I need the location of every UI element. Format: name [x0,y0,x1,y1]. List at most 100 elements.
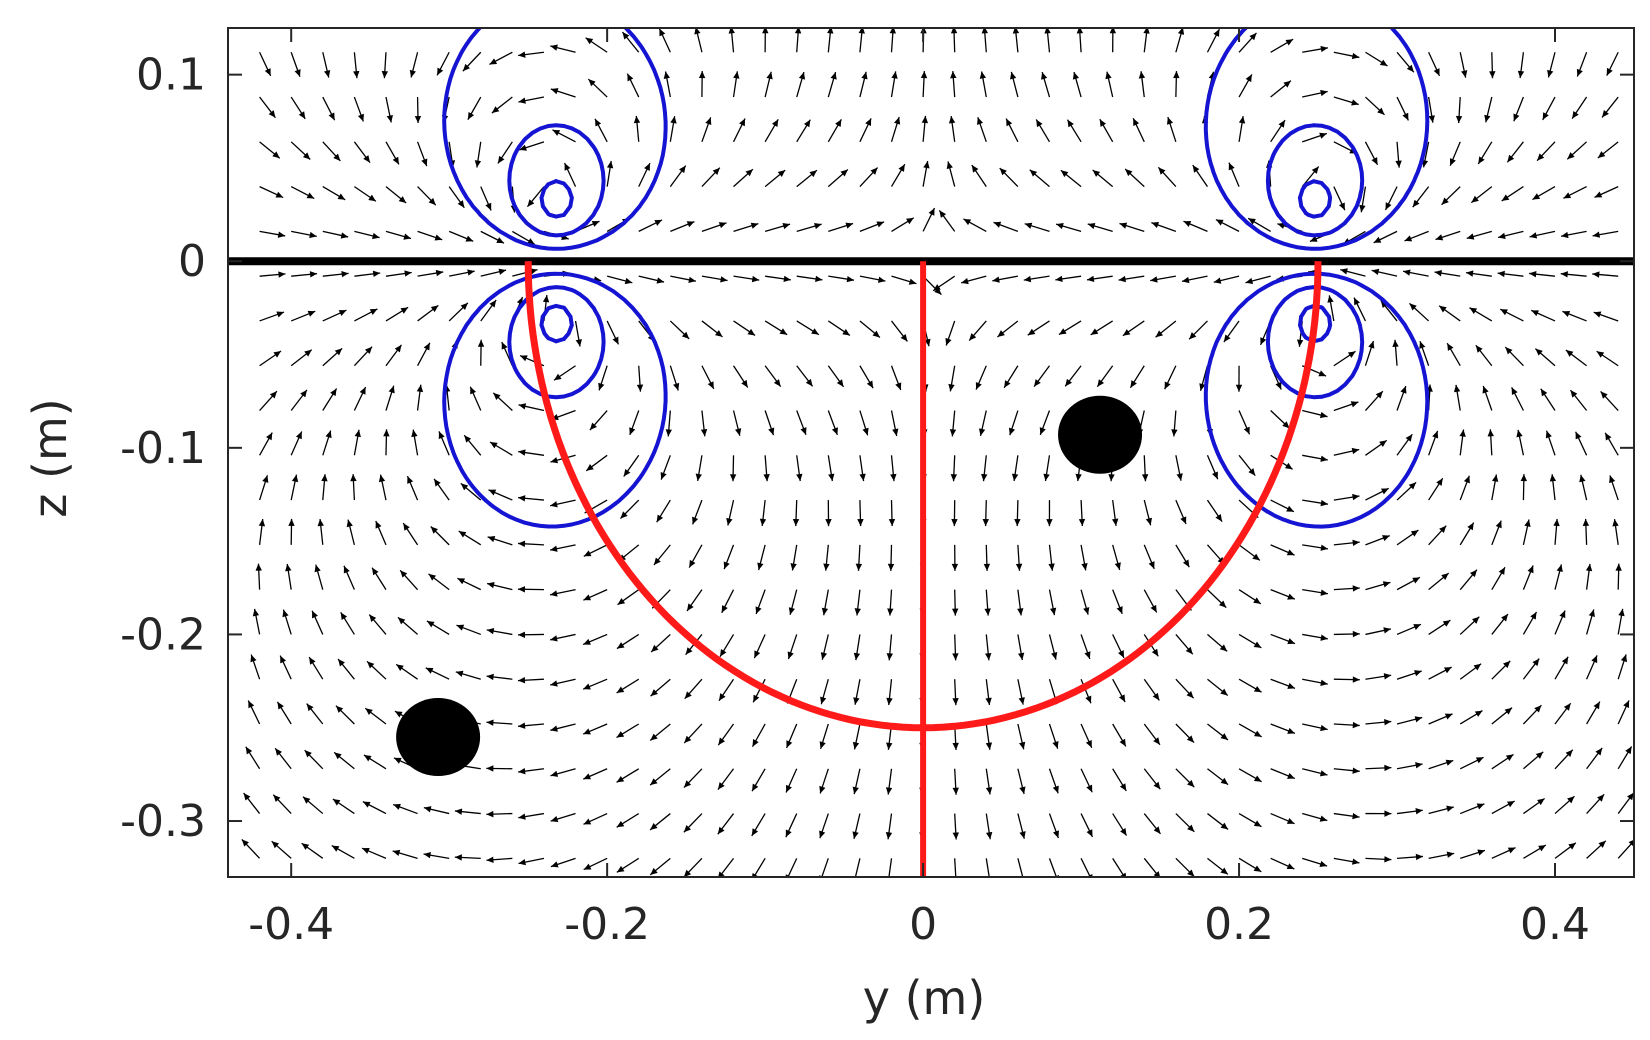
quiver-arrow [951,589,959,616]
quiver-arrow [1039,410,1051,436]
quiver-arrow [1365,627,1391,636]
quiver-arrow [550,768,576,777]
quiver-arrow [961,275,987,285]
quiver-arrow [984,589,991,616]
quiver-arrow [385,96,393,123]
quiver-arrow [921,115,929,142]
quiver-arrow [1175,768,1195,788]
quiver-arrow [1333,401,1359,412]
quiver-arrow [922,160,930,187]
quiver-arrow [1206,28,1220,53]
quiver-arrow [1175,499,1187,525]
quiver-arrow [417,186,437,206]
quiver-arrow [796,169,818,188]
quiver-arrow [886,679,893,706]
quiver-arrow [486,673,513,681]
quiver-arrow [1188,320,1208,340]
quiver-arrow [487,535,513,546]
quiver-arrow [785,813,798,838]
quiver-arrow [456,624,481,636]
quiver-arrow [363,754,387,770]
quiver-arrow [1105,71,1114,98]
quiver-arrow [951,544,959,571]
quiver-arrow [1207,813,1229,830]
quiver-arrow [717,768,735,790]
quiver-arrow [455,670,481,680]
quiver-arrow [1396,96,1409,121]
quiver-arrow [606,160,614,187]
quiver-arrow [619,499,640,520]
quiver-arrow [423,806,450,815]
quiver-arrow [288,518,295,545]
quiver-arrow [658,28,671,53]
quiver-arrow [1087,222,1113,233]
quiver-arrow [385,230,412,240]
quiver-arrow [1143,813,1162,835]
quiver-arrow [732,410,742,436]
quiver-arrow [701,222,727,233]
quiver-arrow [1333,812,1360,820]
quiver-arrow [331,845,355,859]
quiver-arrow [1459,522,1475,546]
quiver-arrow [550,723,576,732]
quiver-arrow [1554,842,1577,859]
quiver-arrow [852,768,861,795]
quiver-arrow [794,28,802,53]
quiver-arrow [395,663,418,680]
quiver-arrow [1238,544,1261,561]
quiver-arrow [259,271,286,278]
quiver-arrow [952,679,959,706]
quiver-arrow [1270,80,1292,98]
quiver-arrow [823,544,830,571]
quiver-arrow [938,210,956,232]
quiver-arrow [1491,566,1506,590]
quiver-arrow [1506,141,1524,163]
quiver-arrow [1396,670,1422,680]
quiver-arrow [606,275,633,285]
quiver-arrow [321,474,328,501]
quiver-arrow [763,455,770,482]
quiver-arrow [968,320,987,341]
quiver-arrow [594,118,608,143]
quiver-arrow [480,299,497,322]
quiver-arrow [550,88,576,98]
quiver-arrow [729,455,737,482]
quiver-arrow [1058,320,1082,336]
quiver-arrow [585,37,608,53]
quiver-arrow [1302,723,1328,732]
quiver-arrow [1592,230,1619,238]
quiver-arrow [335,705,355,725]
particle [396,698,481,777]
quiver-arrow [1302,678,1328,686]
tank-outline [228,257,1634,877]
quiver-arrow [1575,431,1588,456]
quiver-arrow [518,495,545,502]
quiver-arrow [1270,499,1295,513]
quiver-arrow [1270,589,1296,600]
quiver-arrow [1487,429,1494,456]
quiver-arrow [383,429,390,456]
quiver-arrow [1428,851,1455,859]
quiver-arrow [828,275,855,283]
quiver-arrow [1048,634,1058,660]
quiver-arrow [820,679,829,705]
quiver-arrow [1364,340,1375,366]
quiver-arrow [417,304,439,322]
quiver-arrow [1302,499,1329,507]
quiver-arrow [633,115,641,142]
streamline [507,123,1365,400]
quiver-arrow [322,186,346,201]
quiver-arrow [583,768,608,780]
quiver-arrow [291,230,317,239]
quiver-arrow [764,119,779,143]
quiver-arrow [550,857,576,868]
quiver-arrow [1396,385,1407,411]
quiver-arrow [1459,710,1483,725]
quiver-arrow [1175,857,1195,877]
quiver-arrow [322,270,349,278]
quiver-arrow [1245,275,1271,285]
quiver-arrow [304,749,324,770]
quiver-arrow [796,222,822,233]
quiver-arrow [272,794,292,815]
y-tick-label: 0 [178,236,206,287]
